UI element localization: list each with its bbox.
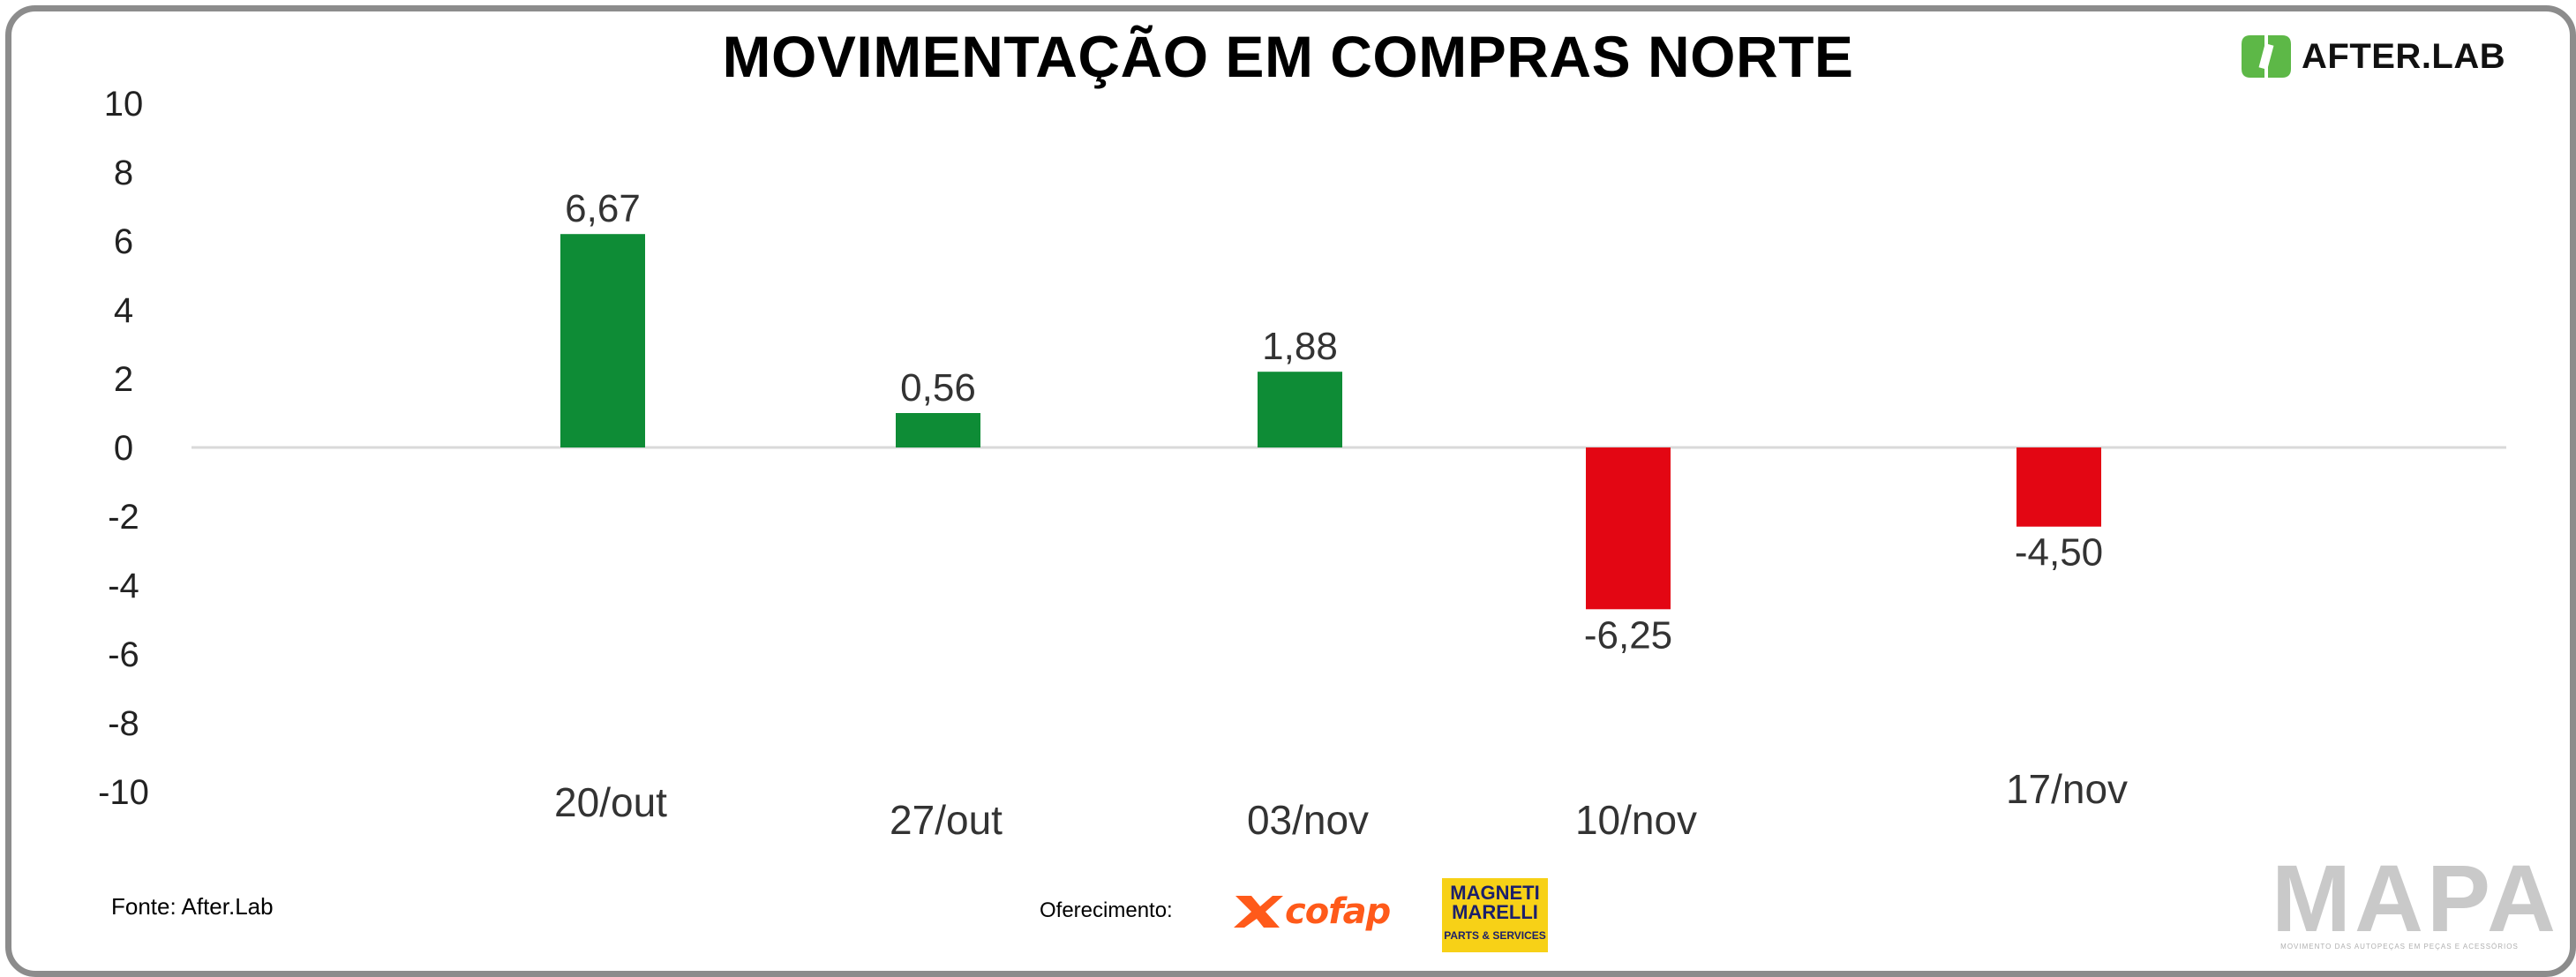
data-label: 0,56 bbox=[900, 366, 976, 410]
afterlab-logo: AFTER.LAB bbox=[2238, 32, 2505, 81]
y-tick-label: 8 bbox=[114, 154, 133, 192]
y-tick-label: 6 bbox=[114, 222, 133, 261]
magneti-marelli-line1: MAGNETI bbox=[1450, 882, 1540, 904]
data-label: 1,88 bbox=[1262, 325, 1338, 368]
y-tick-label: -8 bbox=[108, 704, 139, 743]
bar bbox=[1586, 447, 1671, 610]
mapa-watermark: MAPA MOVIMENTO DAS AUTOPEÇAS EM PEÇAS E … bbox=[2272, 845, 2559, 951]
y-tick-label: 0 bbox=[114, 429, 133, 468]
sponsor-label: Oferecimento: bbox=[1040, 898, 1173, 922]
chart-title: MOVIMENTAÇÃO EM COMPRAS NORTE bbox=[722, 24, 1854, 89]
mapa-watermark-subtitle: MOVIMENTO DAS AUTOPEÇAS EM PEÇAS E ACESS… bbox=[2280, 943, 2519, 951]
magneti-marelli-line2: MARELLI bbox=[1452, 901, 1538, 923]
magneti-marelli-line3: PARTS & SERVICES bbox=[1444, 929, 1546, 942]
source-note: Fonte: After.Lab bbox=[111, 893, 274, 920]
x-category-label: 17/nov bbox=[2006, 766, 2128, 812]
bar bbox=[560, 234, 645, 447]
bar bbox=[2016, 447, 2101, 527]
data-label: 6,67 bbox=[565, 187, 641, 230]
x-category-label: 10/nov bbox=[1575, 797, 1697, 843]
cofap-logo-text: cofap bbox=[1285, 891, 1391, 932]
afterlab-logo-text: AFTER.LAB bbox=[2302, 36, 2506, 76]
data-label: -6,25 bbox=[1584, 613, 1672, 657]
y-tick-label: -4 bbox=[108, 567, 139, 605]
y-tick-label: 10 bbox=[104, 85, 144, 124]
x-category-label: 27/out bbox=[890, 797, 1003, 843]
y-tick-label: -10 bbox=[98, 773, 149, 812]
y-tick-label: -2 bbox=[108, 498, 139, 537]
cofap-x-icon bbox=[1234, 896, 1283, 928]
y-tick-label: -6 bbox=[108, 635, 139, 674]
bar bbox=[896, 413, 980, 447]
magneti-marelli-logo: MAGNETI MARELLI PARTS & SERVICES bbox=[1442, 878, 1548, 952]
mapa-watermark-text: MAPA bbox=[2272, 845, 2559, 951]
bar bbox=[1258, 372, 1342, 447]
y-tick-label: 2 bbox=[114, 360, 133, 399]
chart-frame bbox=[5, 5, 2576, 977]
afterlab-logo-icon bbox=[2242, 35, 2291, 78]
x-category-label: 03/nov bbox=[1247, 797, 1369, 843]
x-category-label: 20/out bbox=[554, 779, 667, 825]
data-label: -4,50 bbox=[2015, 531, 2103, 575]
cofap-logo: cofap bbox=[1234, 891, 1391, 932]
y-tick-label: 4 bbox=[114, 291, 133, 330]
